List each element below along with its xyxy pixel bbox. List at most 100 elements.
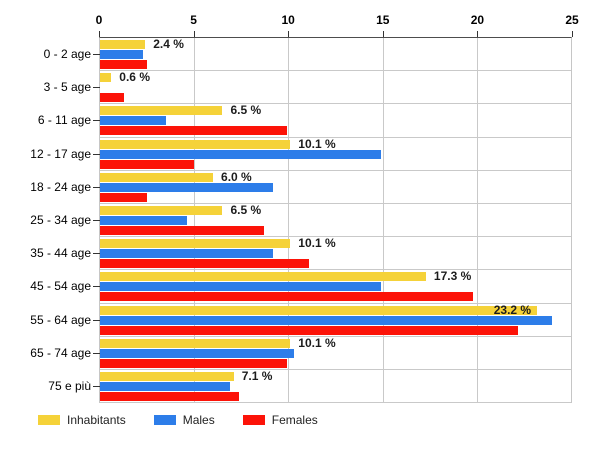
legend-item-males: Males (153, 413, 215, 427)
bar-value-label: 17.3 % (433, 269, 472, 284)
bar-males (100, 182, 274, 192)
bar-females (100, 60, 148, 69)
legend-label: Females (271, 413, 318, 427)
y-tick-mark (93, 385, 100, 387)
legend-swatch (242, 415, 265, 425)
bar-inhabitants (100, 305, 538, 315)
bar-inhabitants (100, 371, 234, 381)
legend-swatch (153, 415, 176, 425)
bar-males (100, 282, 381, 292)
y-tick-mark (93, 286, 100, 288)
x-tick-label: 10 (281, 13, 295, 27)
y-axis-label: 0 - 2 age (43, 47, 91, 62)
legend-swatch (38, 415, 60, 425)
y-axis-label: 65 - 74 age (30, 345, 91, 360)
x-tick-label: 15 (376, 13, 390, 27)
vertical-gridline (382, 38, 384, 403)
bar-value-label: 2.4 % (153, 37, 184, 51)
bar-females (100, 325, 519, 335)
bar-males (100, 116, 166, 126)
bar-inhabitants (100, 106, 223, 116)
bar-inhabitants (100, 172, 214, 182)
bar-value-label: 7.1 % (241, 368, 273, 383)
x-tick-mark (193, 31, 195, 37)
x-axis: 0 5 10 15 20 25 (95, 12, 579, 37)
y-tick-mark (93, 186, 100, 188)
category-row: 0 - 2 age 2.4 % (44, 37, 571, 72)
bar-inhabitants (100, 73, 112, 83)
legend-label: Inhabitants (67, 413, 126, 427)
bar-inhabitants (100, 205, 223, 215)
category-row: 55 - 64 age 23.2 % (30, 302, 571, 337)
category-row: 75 e più 7.1 % (48, 368, 571, 404)
bar-value-label: 10.1 % (298, 236, 336, 251)
bar-males (100, 149, 381, 159)
bar-males (100, 249, 274, 259)
bar-females (100, 391, 240, 401)
y-tick-mark (93, 220, 100, 222)
bar-females (100, 93, 125, 103)
bar-males (100, 215, 187, 225)
bar-females (100, 292, 474, 302)
bar-inhabitants (100, 338, 291, 348)
y-tick-mark (93, 153, 100, 155)
y-tick-mark (93, 120, 100, 122)
bar-females (100, 259, 310, 269)
x-tick-mark (382, 31, 384, 37)
plot-area: 0 - 2 age 2.4 % 3 - 5 age 0.6 % 6 - 11 age 6.… (30, 37, 572, 404)
x-tick-mark (288, 31, 290, 37)
y-tick-mark (93, 54, 100, 56)
bar-females (100, 192, 148, 202)
category-row: 18 - 24 age 6.0 % (30, 169, 571, 204)
vertical-gridline (288, 38, 290, 403)
category-row: 25 - 34 age 6.5 % (30, 202, 571, 238)
bar-females (100, 358, 287, 368)
x-tick-mark (572, 31, 573, 37)
legend-label: Males (182, 413, 215, 427)
bar-males (100, 348, 295, 358)
y-axis-label: 18 - 24 age (30, 179, 91, 194)
bar-value-label: 0.6 % (119, 70, 150, 85)
category-row: 12 - 17 age 10.1 % (30, 136, 571, 171)
y-tick-mark (93, 319, 100, 321)
legend: Inhabitants Males Females (38, 413, 318, 427)
y-axis-label: 35 - 44 age (30, 246, 91, 261)
y-tick-mark (93, 87, 100, 89)
bar-value-label: 6.0 % (221, 169, 252, 184)
legend-item-inhabitants: Inhabitants (38, 413, 126, 427)
bar-males (100, 381, 230, 391)
x-tick-label: 5 (190, 13, 197, 27)
bar-value-label: 10.1 % (298, 136, 336, 151)
bar-value-label: 23.2 % (493, 302, 532, 317)
bar-inhabitants (100, 239, 291, 249)
bar-inhabitants (100, 272, 426, 282)
bar-males (100, 315, 553, 325)
y-axis-label: 12 - 17 age (30, 146, 91, 161)
x-tick-mark (477, 31, 479, 37)
bar-males (100, 50, 144, 59)
category-row: 35 - 44 age 10.1 % (30, 236, 571, 271)
x-tick-label: 20 (470, 13, 485, 27)
y-axis-label: 6 - 11 age (37, 113, 91, 128)
bar-females (100, 159, 195, 169)
x-tick-label: 0 (95, 13, 103, 27)
bar-inhabitants (100, 139, 291, 149)
bar-females (100, 126, 287, 136)
y-axis-label: 45 - 54 age (30, 279, 91, 294)
bar-females (100, 225, 264, 235)
y-axis-label: 25 - 34 age (30, 213, 91, 228)
y-tick-mark (93, 352, 100, 354)
legend-item-females: Females (242, 413, 318, 427)
bar-value-label: 6.5 % (230, 202, 262, 217)
y-tick-mark (93, 253, 100, 255)
vertical-gridline (476, 38, 478, 403)
category-row: 65 - 74 age 10.1 % (30, 335, 571, 370)
bar-value-label: 10.1 % (298, 335, 336, 350)
y-axis-label: 75 e più (48, 378, 91, 393)
vertical-gridline (194, 38, 196, 403)
y-axis-label: 3 - 5 age (43, 80, 91, 95)
x-tick-mark (99, 31, 100, 37)
category-row: 6 - 11 age 6.5 % (38, 104, 571, 138)
bar-inhabitants (100, 40, 146, 49)
